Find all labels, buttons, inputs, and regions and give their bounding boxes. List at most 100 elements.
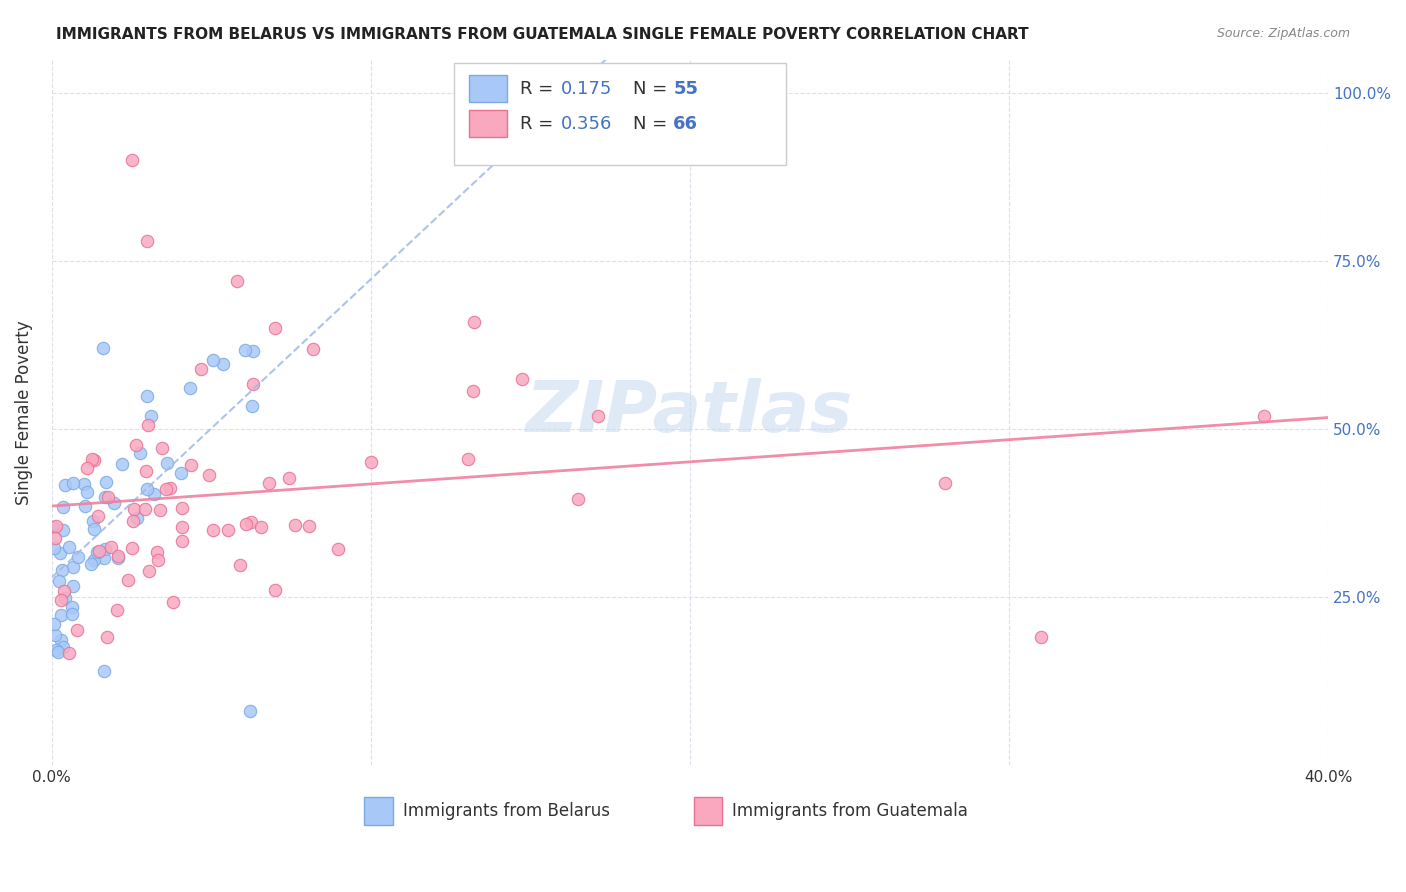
Point xyxy=(225,274,247,288)
Point xyxy=(156,456,179,470)
Point xyxy=(62,579,84,593)
Point xyxy=(51,608,73,623)
Point xyxy=(107,549,129,563)
Text: N =: N = xyxy=(633,115,672,133)
Point xyxy=(93,665,115,679)
Point xyxy=(73,476,96,491)
Point xyxy=(76,461,98,475)
Point xyxy=(139,409,162,423)
Point xyxy=(94,541,117,556)
FancyBboxPatch shape xyxy=(470,111,508,137)
Text: R =: R = xyxy=(520,115,560,133)
Point xyxy=(239,704,262,718)
Point xyxy=(152,442,174,456)
Point xyxy=(94,475,117,489)
FancyBboxPatch shape xyxy=(693,797,721,825)
Text: Source: ZipAtlas.com: Source: ZipAtlas.com xyxy=(1216,27,1350,40)
Point xyxy=(934,475,956,490)
Point xyxy=(66,549,89,564)
Point xyxy=(80,557,103,571)
Point xyxy=(122,515,145,529)
Point xyxy=(138,564,160,578)
Point xyxy=(201,523,224,537)
Point xyxy=(52,500,75,515)
Point xyxy=(87,543,110,558)
Point xyxy=(463,315,485,329)
Point xyxy=(162,595,184,609)
Point xyxy=(1029,631,1052,645)
Text: N =: N = xyxy=(633,79,672,97)
Point xyxy=(135,464,157,478)
Point xyxy=(80,452,103,467)
Point xyxy=(51,633,73,648)
Text: 0.356: 0.356 xyxy=(561,115,613,133)
Point xyxy=(298,519,321,533)
Point xyxy=(97,491,120,505)
Point xyxy=(360,455,382,469)
Point xyxy=(170,534,193,549)
Point xyxy=(42,520,65,534)
Point xyxy=(83,522,105,536)
Point xyxy=(122,502,145,516)
Point xyxy=(44,627,66,641)
Point xyxy=(75,500,97,514)
Point xyxy=(51,592,73,607)
Y-axis label: Single Female Poverty: Single Female Poverty xyxy=(15,320,32,505)
Point xyxy=(66,623,89,637)
Point xyxy=(82,514,104,528)
Point xyxy=(586,409,609,423)
FancyBboxPatch shape xyxy=(454,63,786,165)
Point xyxy=(235,517,257,532)
Point xyxy=(62,476,84,491)
Point xyxy=(190,362,212,376)
Point xyxy=(326,542,349,557)
Point xyxy=(263,583,285,598)
Point xyxy=(48,574,70,589)
Point xyxy=(217,523,239,537)
Point xyxy=(60,600,83,615)
Point xyxy=(146,544,169,558)
Point xyxy=(44,616,66,631)
Point xyxy=(179,381,201,395)
Point xyxy=(52,523,75,537)
Point xyxy=(53,477,76,491)
Text: Immigrants from Belarus: Immigrants from Belarus xyxy=(402,802,610,820)
Point xyxy=(457,452,479,467)
Point xyxy=(302,342,325,356)
Point xyxy=(52,584,75,599)
Point xyxy=(198,468,221,483)
Text: 55: 55 xyxy=(673,79,699,97)
Point xyxy=(242,376,264,391)
Text: R =: R = xyxy=(520,79,560,97)
Point xyxy=(96,630,118,644)
Text: Immigrants from Guatemala: Immigrants from Guatemala xyxy=(733,802,967,820)
Point xyxy=(46,645,69,659)
Point xyxy=(155,482,177,496)
Point xyxy=(135,482,157,496)
Point xyxy=(240,516,263,530)
Point xyxy=(567,492,589,507)
Point xyxy=(86,508,108,523)
Point xyxy=(170,467,193,481)
Point xyxy=(93,550,115,565)
Point xyxy=(149,503,172,517)
Point xyxy=(146,553,169,567)
Point xyxy=(264,321,287,335)
Point xyxy=(45,519,67,533)
Point xyxy=(51,563,73,577)
Point xyxy=(62,560,84,574)
Point xyxy=(107,551,129,566)
Point xyxy=(45,642,67,657)
Point xyxy=(127,510,149,524)
Point xyxy=(235,343,257,357)
Point xyxy=(180,458,202,472)
Point xyxy=(1253,409,1275,423)
Point xyxy=(44,531,66,545)
Point xyxy=(58,541,80,555)
Point xyxy=(86,545,108,559)
Point xyxy=(136,234,159,248)
Point xyxy=(76,485,98,500)
Point xyxy=(201,353,224,368)
Point xyxy=(49,546,72,560)
Point xyxy=(136,418,159,433)
